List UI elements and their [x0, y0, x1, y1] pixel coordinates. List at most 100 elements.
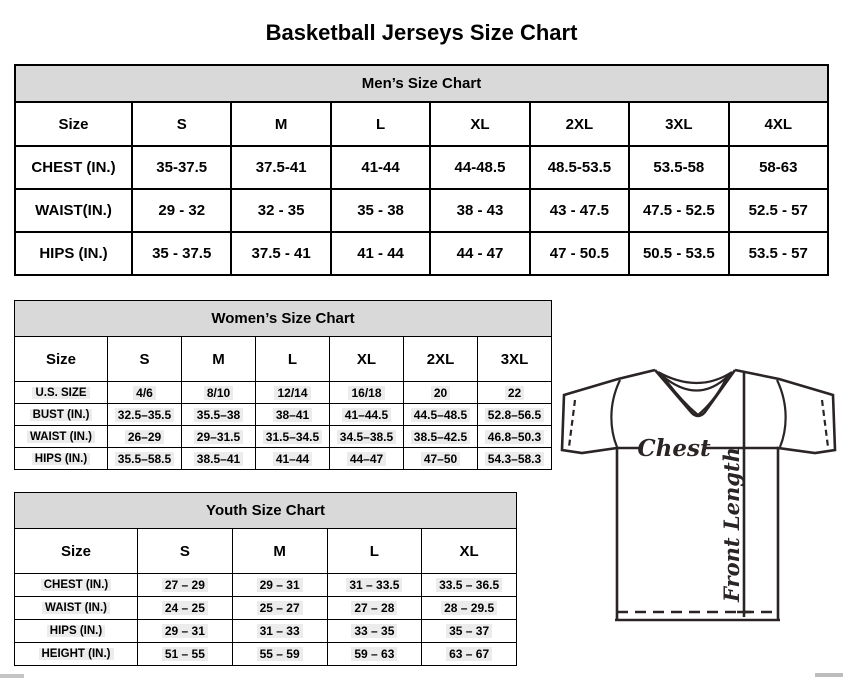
row-label: HEIGHT (IN.): [38, 648, 114, 660]
cell-value: 58-63: [759, 159, 798, 176]
cell-value: 53.5 - 57: [748, 245, 808, 262]
cell-value: 29–31.5: [193, 429, 244, 444]
column-header-s: S: [130, 101, 233, 147]
cell-value: 38.5–41: [193, 451, 244, 466]
row-label: BUST (IN.): [29, 408, 93, 421]
table-row: WAIST(IN.) 29 - 32 32 - 35 35 - 38 38 - 43 43…: [14, 188, 830, 233]
jersey-outline: [560, 368, 837, 622]
cell-value: 52.8–56.5: [484, 407, 545, 422]
cell-value: 47–50: [420, 451, 461, 466]
cell-value: 55 – 59: [256, 647, 303, 661]
cell-value: 38–41: [272, 407, 313, 422]
cell-value: 31.5–34.5: [262, 429, 323, 444]
cell-value: 38 - 43: [456, 202, 504, 219]
womens-size-chart-table: Women’s Size Chart Size S M L XL 2XL 3XL U.S. SI…: [14, 300, 552, 470]
cell-value: 29 – 31: [256, 578, 303, 592]
column-header-xl: XL: [429, 101, 531, 147]
cell-value: 35.5–38: [193, 407, 244, 422]
horizontal-scrollbar-fragment-left[interactable]: [0, 674, 24, 678]
table-row: CHEST (IN.) 35-37.5 37.5-41 41-44 44-48.5 48.…: [14, 145, 830, 190]
column-header-2xl: 2XL: [528, 101, 631, 147]
cell-value: 27 – 29: [161, 578, 208, 592]
cell-value: 33.5 – 36.5: [436, 578, 503, 592]
cell-value: 20: [430, 385, 451, 400]
column-header-xl: XL: [329, 336, 404, 382]
cell-value: 41 - 44: [357, 245, 404, 262]
mens-size-chart-table: Men’s Size Chart Size S M L XL 2XL 3XL 4XL CHEST …: [14, 64, 830, 276]
column-header-2xl: 2XL: [403, 336, 478, 382]
cell-value: 31 – 33: [256, 624, 303, 638]
cell-value: 35 - 37.5: [152, 245, 212, 262]
cell-value: 33 – 35: [351, 624, 398, 638]
column-header-s: S: [137, 528, 233, 574]
row-label: HIPS (IN.): [46, 625, 106, 637]
mens-chart-title: Men’s Size Chart: [14, 64, 829, 103]
cell-value: 35 - 38: [357, 202, 404, 219]
cell-value: 63 – 67: [446, 647, 493, 661]
cell-value: 8/10: [203, 385, 234, 400]
column-header-m: M: [181, 336, 256, 382]
cell-value: 38.5–42.5: [410, 429, 471, 444]
table-row: HIPS (IN.) 35 - 37.5 37.5 - 41 41 - 44 44 - …: [14, 231, 830, 276]
column-header-l: L: [255, 336, 330, 382]
cell-value: 53.5-58: [653, 159, 705, 176]
row-label: CHEST (IN.): [40, 579, 112, 591]
cell-value: 52.5 - 57: [748, 202, 808, 219]
chest-label: Chest: [637, 435, 711, 462]
cell-value: 44.5–48.5: [410, 407, 471, 422]
cell-value: 35 – 37: [446, 624, 493, 638]
cell-value: 48.5-53.5: [547, 159, 612, 176]
cell-value: 16/18: [348, 385, 385, 400]
row-label: WAIST(IN.): [35, 202, 112, 219]
front-length-measure-line: [737, 371, 751, 617]
cell-value: 46.8–50.3: [484, 429, 545, 444]
cell-value: 22: [504, 385, 525, 400]
table-row: U.S. SIZE 4/6 8/10 12/14 16/18 20 22: [14, 381, 552, 404]
row-label: HIPS (IN.): [39, 245, 108, 262]
cell-value: 35-37.5: [156, 159, 208, 176]
column-header-3xl: 3XL: [628, 101, 730, 147]
cell-value: 43 - 47.5: [549, 202, 609, 219]
column-header-m: M: [231, 528, 328, 574]
column-header-l: L: [329, 101, 432, 147]
cell-value: 34.5–38.5: [336, 429, 397, 444]
column-header-size: Size: [14, 101, 133, 147]
column-header-xl: XL: [421, 528, 517, 574]
table-row: HIPS (IN.) 29 – 31 31 – 33 33 – 35 35 – 37: [14, 619, 517, 643]
right-cuff-stitch-dashed-line: [820, 399, 830, 448]
cell-value: 44–47: [346, 451, 387, 466]
cell-value: 37.5 - 41: [251, 245, 311, 262]
table-row: HIPS (IN.) 35.5–58.5 38.5–41 41–44 44–47 47–5…: [14, 447, 552, 470]
cell-value: 29 – 31: [161, 624, 208, 638]
row-label: WAIST (IN.): [42, 602, 110, 614]
row-label: CHEST (IN.): [31, 159, 116, 176]
page-title: Basketball Jerseys Size Chart: [265, 19, 578, 45]
row-label: HIPS (IN.): [31, 452, 91, 465]
cell-value: 44-48.5: [454, 159, 506, 176]
table-row: HEIGHT (IN.) 51 – 55 55 – 59 59 – 63 63 – 67: [14, 642, 517, 666]
cell-value: 44 - 47: [456, 245, 504, 262]
table-row: BUST (IN.) 32.5–35.5 35.5–38 38–41 41–44.5 44…: [14, 403, 552, 426]
cell-value: 24 – 25: [161, 601, 208, 615]
cell-value: 4/6: [133, 385, 156, 400]
cell-value: 31 – 33.5: [346, 578, 403, 592]
jersey-measurement-diagram: Chest Front Length: [560, 368, 837, 622]
cell-value: 50.5 - 53.5: [642, 245, 715, 262]
column-header-4xl: 4XL: [727, 101, 830, 147]
table-row: CHEST (IN.) 27 – 29 29 – 31 31 – 33.5 33.5 –…: [14, 573, 517, 597]
cell-value: 54.3–58.3: [484, 451, 545, 466]
cell-value: 29 - 32: [158, 202, 206, 219]
cell-value: 51 – 55: [161, 647, 208, 661]
cell-value: 47.5 - 52.5: [642, 202, 715, 219]
horizontal-scrollbar-fragment-right[interactable]: [815, 673, 843, 677]
cell-value: 41-44: [361, 159, 400, 176]
column-header-l: L: [326, 528, 423, 574]
column-header-3xl: 3XL: [477, 336, 552, 382]
front-length-label: Front Length: [719, 447, 744, 603]
cell-value: 41–44.5: [341, 407, 392, 422]
left-cuff-stitch-dashed-line: [567, 399, 577, 448]
cell-value: 28 – 29.5: [441, 601, 498, 615]
cell-value: 32.5–35.5: [114, 407, 175, 422]
womens-chart-title: Women’s Size Chart: [14, 300, 552, 337]
cell-value: 47 - 50.5: [549, 245, 609, 262]
